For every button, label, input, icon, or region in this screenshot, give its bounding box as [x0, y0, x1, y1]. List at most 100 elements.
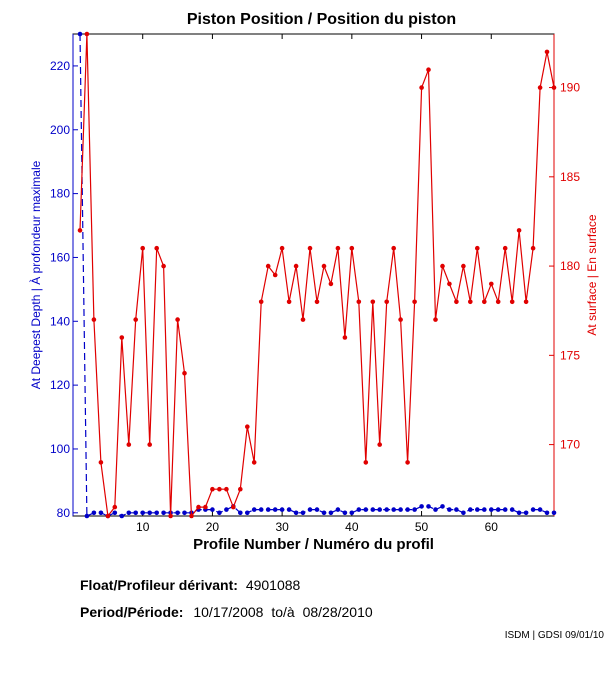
surface-point	[482, 299, 487, 305]
surface-point	[251, 460, 257, 465]
deepest-depth-point	[440, 504, 445, 509]
surface-point	[537, 85, 543, 90]
surface-point	[140, 245, 145, 251]
surface-point	[370, 299, 376, 305]
deepest-depth-point	[182, 510, 187, 516]
deepest-depth-point	[91, 510, 97, 516]
surface-point	[293, 263, 299, 269]
surface-point	[461, 263, 466, 269]
period-label: Period/Période:	[80, 604, 184, 620]
deepest-depth-point	[293, 510, 299, 516]
deepest-depth-point	[447, 507, 452, 512]
deepest-depth-point	[112, 510, 118, 516]
surface-point	[384, 299, 390, 305]
surface-point	[398, 317, 403, 322]
surface-point	[98, 460, 104, 465]
surface-point	[182, 370, 187, 376]
surface-point	[112, 504, 118, 510]
surface-point	[161, 263, 166, 269]
deepest-depth-point	[300, 510, 306, 516]
deepest-depth-point	[370, 507, 376, 512]
deepest-depth-point	[77, 31, 83, 37]
deepest-depth-point	[328, 510, 334, 516]
deepest-depth-point	[161, 510, 166, 516]
surface-point	[502, 245, 508, 251]
surface-point	[433, 317, 438, 322]
deepest-depth-point	[516, 510, 522, 516]
surface-point	[286, 299, 292, 305]
x-axis-label: Profile Number / Numéro du profil	[193, 536, 434, 553]
surface-point	[530, 245, 536, 251]
x-tick-label: 10	[136, 520, 150, 534]
surface-point	[405, 460, 410, 465]
surface-point	[419, 85, 424, 90]
deepest-depth-point	[154, 510, 159, 516]
surface-point	[447, 281, 452, 287]
deepest-depth-point	[279, 507, 285, 512]
surface-point	[77, 228, 83, 233]
right-tick-label: 175	[560, 348, 580, 362]
surface-point	[154, 245, 159, 251]
surface-point	[307, 245, 313, 251]
surface-point	[349, 245, 355, 251]
left-tick-label: 140	[50, 314, 70, 328]
deepest-depth-point	[412, 507, 417, 512]
deepest-depth-point	[147, 510, 152, 516]
deepest-depth-point	[286, 507, 292, 512]
left-tick-label: 180	[50, 187, 70, 201]
deepest-depth-point	[210, 507, 215, 512]
surface-point	[126, 442, 132, 447]
deepest-depth-point	[502, 507, 508, 512]
deepest-depth-point	[238, 510, 243, 516]
left-tick-label: 200	[50, 123, 70, 137]
surface-point	[342, 335, 348, 340]
deepest-depth-point	[133, 510, 138, 516]
surface-point	[328, 281, 334, 287]
surface-point	[475, 245, 480, 251]
x-tick-label: 60	[485, 520, 499, 534]
deepest-depth-point	[272, 507, 278, 512]
right-axis-label: At surface | En surface	[585, 214, 599, 335]
deepest-depth-point	[398, 507, 403, 512]
x-tick-label: 40	[345, 520, 359, 534]
surface-point	[265, 263, 271, 269]
surface-point	[279, 245, 285, 251]
surface-point	[321, 263, 327, 269]
deepest-depth-point	[217, 510, 222, 516]
deepest-depth-point	[482, 507, 487, 512]
deepest-depth-point	[509, 507, 515, 512]
surface-point	[468, 299, 473, 305]
surface-point	[440, 263, 445, 269]
surface-point	[356, 299, 362, 305]
deepest-depth-point	[251, 507, 257, 512]
left-tick-label: 120	[50, 378, 70, 392]
surface-point	[245, 424, 250, 430]
deepest-depth-point	[342, 510, 348, 516]
surface-point	[189, 513, 194, 519]
surface-point	[224, 486, 229, 492]
period-info: Period/Période: 10/17/2008 to/à 08/28/20…	[80, 604, 373, 620]
surface-point	[210, 486, 215, 492]
surface-point	[544, 49, 550, 55]
deepest-depth-point	[495, 507, 501, 512]
surface-point	[523, 299, 529, 305]
surface-point	[509, 299, 515, 305]
deepest-depth-point	[489, 507, 494, 512]
surface-point	[314, 299, 320, 305]
left-axis-label: At Deepest Depth | À profondeur maximale	[28, 160, 43, 389]
deepest-depth-point	[356, 507, 362, 512]
deepest-depth-point	[119, 513, 125, 519]
surface-point	[119, 335, 125, 340]
deepest-depth-point	[314, 507, 320, 512]
deepest-depth-point	[551, 510, 557, 516]
x-tick-label: 30	[275, 520, 289, 534]
deepest-depth-point	[426, 504, 431, 509]
deepest-depth-point	[544, 510, 550, 516]
surface-point	[391, 245, 397, 251]
deepest-depth-point	[377, 507, 383, 512]
deepest-depth-point	[245, 510, 250, 516]
chart-title: Piston Position / Position du piston	[187, 11, 456, 28]
deepest-depth-point	[349, 510, 355, 516]
period-separator: to/à	[271, 604, 295, 620]
